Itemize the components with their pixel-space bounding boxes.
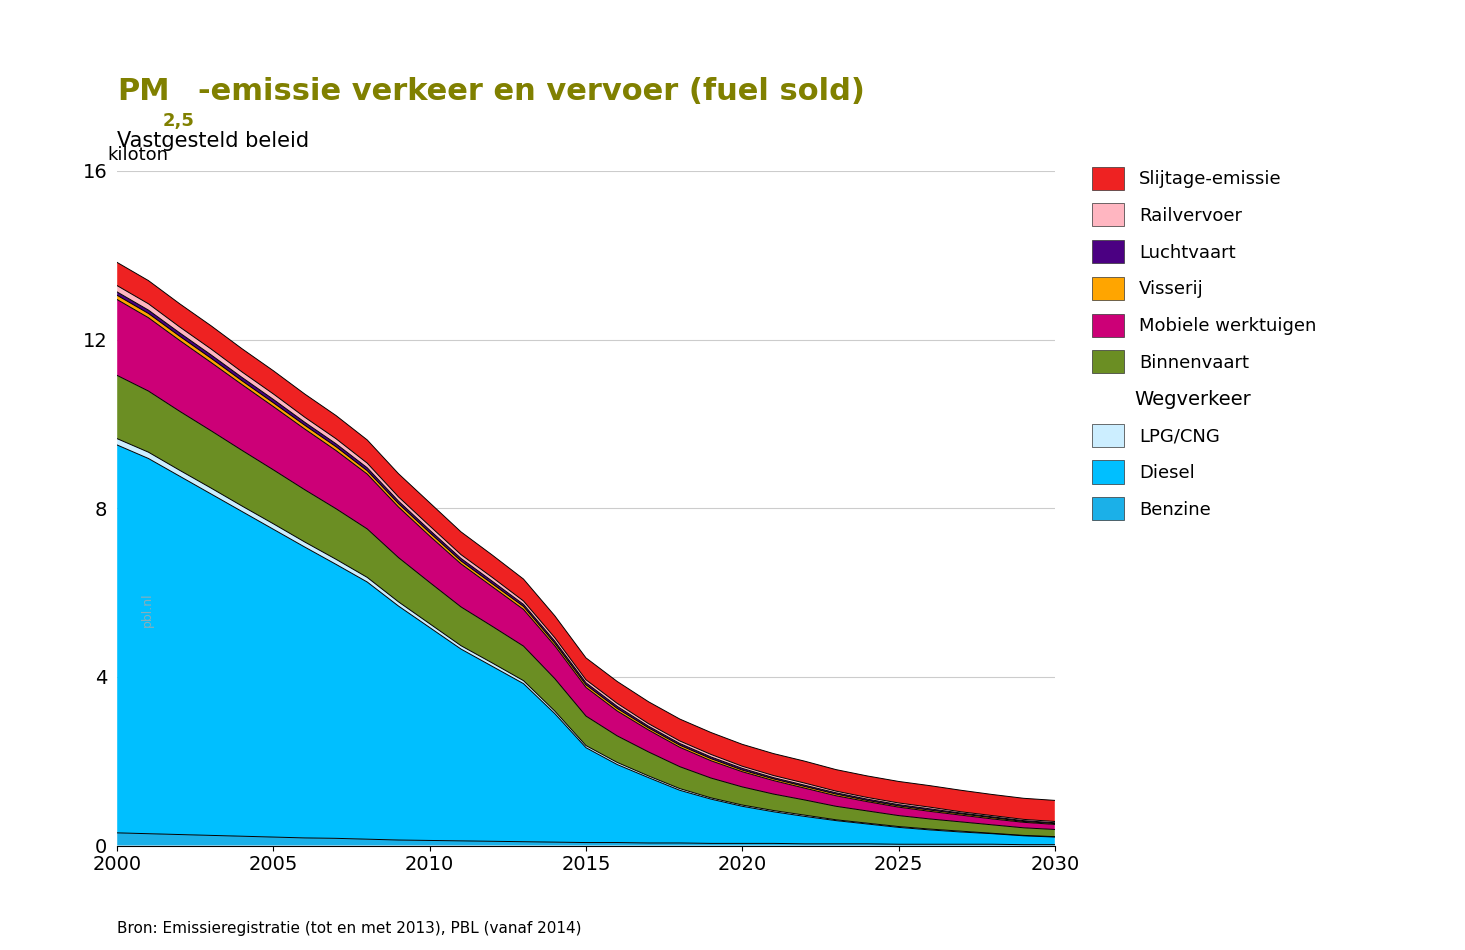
Text: -emissie verkeer en vervoer (fuel sold): -emissie verkeer en vervoer (fuel sold) [198,77,864,105]
Text: pbl.nl: pbl.nl [141,592,154,627]
Text: 2,5: 2,5 [163,112,195,130]
Text: Vastgesteld beleid: Vastgesteld beleid [117,131,309,151]
Text: PM: PM [117,77,170,105]
Text: Bron: Emissieregistratie (tot en met 2013), PBL (vanaf 2014): Bron: Emissieregistratie (tot en met 201… [117,921,582,936]
Text: kiloton: kiloton [108,146,168,164]
Legend: Slijtage-emissie, Railvervoer, Luchtvaart, Visserij, Mobiele werktuigen, Binnenv: Slijtage-emissie, Railvervoer, Luchtvaar… [1091,166,1316,521]
